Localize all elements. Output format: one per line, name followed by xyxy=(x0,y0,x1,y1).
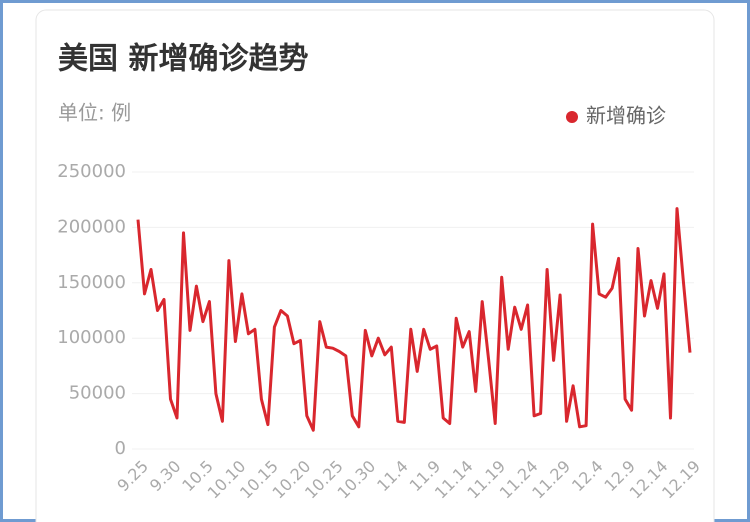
card xyxy=(35,9,715,522)
y-tick-label: 0 xyxy=(115,438,126,459)
legend: 新增确诊 xyxy=(566,104,666,128)
chart-title: 美国 新增确诊趋势 xyxy=(58,42,308,77)
legend-marker xyxy=(566,111,578,123)
y-tick-label: 250000 xyxy=(57,161,126,182)
y-tick-label: 100000 xyxy=(57,327,126,348)
legend-label: 新增确诊 xyxy=(586,104,666,128)
y-tick-label: 200000 xyxy=(57,216,126,237)
y-tick-label: 150000 xyxy=(57,272,126,293)
y-tick-label: 50000 xyxy=(69,383,126,404)
line-series xyxy=(136,207,692,432)
chart-subtitle: 单位: 例 xyxy=(58,101,131,125)
